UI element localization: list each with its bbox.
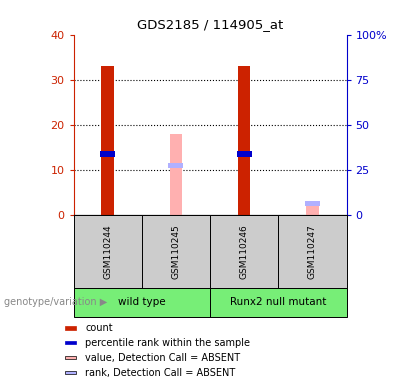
Bar [236,151,252,157]
Bar [100,151,115,157]
Title: GDS2185 / 114905_at: GDS2185 / 114905_at [137,18,283,31]
Bar [65,371,76,374]
Text: GSM110246: GSM110246 [240,224,249,279]
Bar [65,326,76,329]
Text: genotype/variation ▶: genotype/variation ▶ [4,297,108,308]
Bar [170,134,182,215]
Bar [102,66,114,215]
Bar [65,356,76,359]
Text: Runx2 null mutant: Runx2 null mutant [230,297,326,308]
Bar [168,163,184,168]
Text: wild type: wild type [118,297,165,308]
Bar [305,201,320,207]
Text: GSM110245: GSM110245 [171,224,180,279]
Text: rank, Detection Call = ABSENT: rank, Detection Call = ABSENT [85,368,236,378]
Bar [306,202,318,215]
Bar [278,215,346,288]
Bar [210,215,278,288]
Text: count: count [85,323,113,333]
Bar [142,215,210,288]
Text: value, Detection Call = ABSENT: value, Detection Call = ABSENT [85,353,240,363]
Bar [74,215,142,288]
Text: GSM110244: GSM110244 [103,224,112,279]
Bar [74,288,210,317]
Bar [238,66,250,215]
Bar [210,288,346,317]
Text: GSM110247: GSM110247 [308,224,317,279]
Bar [65,341,76,344]
Text: percentile rank within the sample: percentile rank within the sample [85,338,250,348]
